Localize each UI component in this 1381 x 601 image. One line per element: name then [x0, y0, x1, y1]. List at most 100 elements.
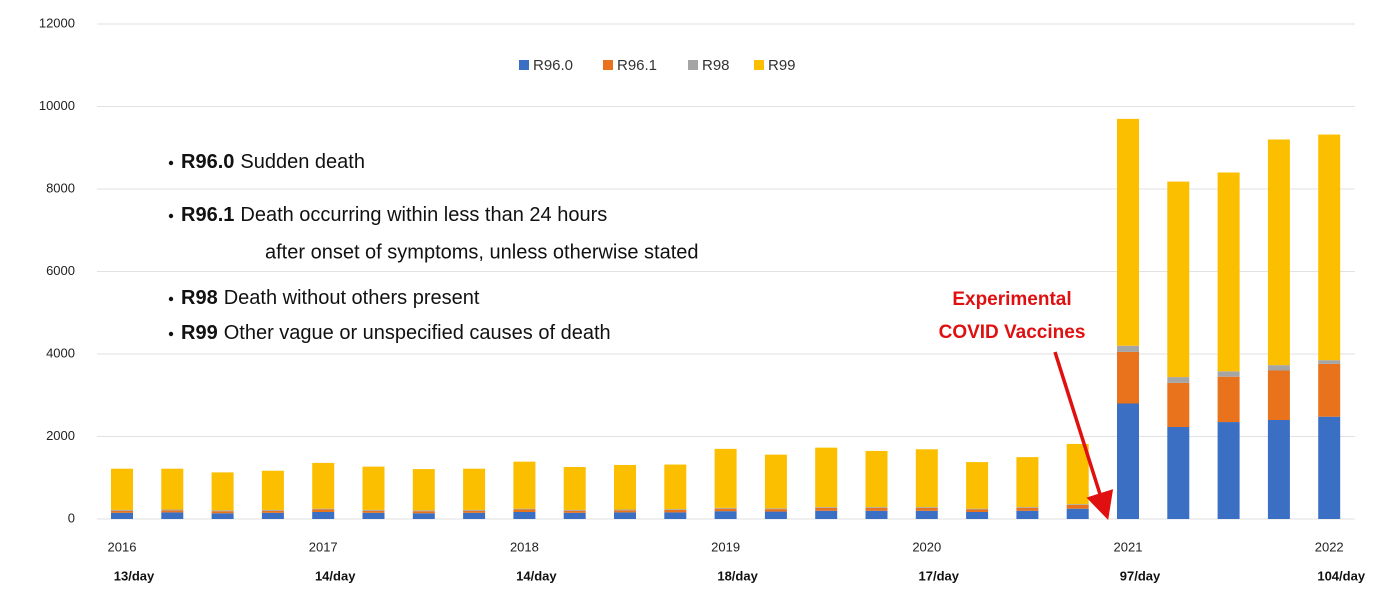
- bar-segment: [1318, 416, 1341, 519]
- bar-segment: [563, 467, 586, 510]
- definition-text: Death occurring within less than 24 hour…: [240, 204, 607, 226]
- bar-segment: [1167, 382, 1190, 428]
- bar-segment: [764, 511, 787, 519]
- bar-segment: [1217, 376, 1240, 423]
- rate-label: 18/day: [717, 568, 758, 583]
- definition: R99 Other vague or unspecified causes of …: [181, 322, 611, 344]
- bar-segment: [1217, 422, 1240, 519]
- labels: 0 2000 4000 6000 8000 10000 12000 2016 13/day 201…: [39, 15, 1366, 583]
- bar-segment: [261, 509, 284, 511]
- bar-segment: [1217, 172, 1240, 372]
- bullet: [168, 213, 174, 219]
- bar-segment: [312, 462, 335, 509]
- definition-code: R96.0: [181, 151, 234, 173]
- y-tick-label: 12000: [39, 15, 75, 30]
- bar-segment: [815, 510, 838, 519]
- rate-label: 13/day: [114, 568, 155, 583]
- bar-segment: [1267, 420, 1290, 519]
- rate-label: 14/day: [315, 568, 356, 583]
- y-tick-label: 2000: [46, 428, 75, 443]
- definition-text: Other vague or unspecified causes of dea…: [224, 322, 611, 344]
- bar-segment: [966, 509, 989, 512]
- bar-segment: [1016, 507, 1039, 508]
- bar-segment: [664, 512, 687, 519]
- x-tick-label: 2018: [510, 539, 539, 554]
- bar-segment: [614, 464, 636, 510]
- definition-code: R98: [181, 287, 218, 309]
- bar-segment: [111, 468, 133, 510]
- legend-label: R96.1: [617, 57, 657, 74]
- bar-segment: [412, 513, 435, 519]
- bar-segment: [1117, 403, 1139, 519]
- bar-segment: [1016, 457, 1039, 508]
- bar-segment: [664, 509, 687, 510]
- rate-label: 104/day: [1317, 568, 1365, 583]
- annotation: Experimental: [952, 289, 1071, 310]
- bar-segment: [1016, 507, 1039, 511]
- bar-segment: [865, 507, 888, 511]
- bar-segment: [463, 509, 486, 511]
- bar-segment: [211, 513, 234, 519]
- bar-segment: [1318, 363, 1341, 417]
- bar-segment: [1267, 370, 1290, 420]
- bar-segment: [865, 507, 888, 508]
- bar-segment: [513, 508, 536, 510]
- bar-segment: [261, 512, 284, 519]
- bar-segment: [664, 464, 687, 510]
- bar-segment: [563, 510, 586, 513]
- bar-segment: [815, 507, 838, 508]
- bar-segment: [1066, 504, 1089, 509]
- definition: R98 Death without others present: [181, 287, 480, 309]
- bar-segment: [915, 507, 938, 508]
- bar-segment: [412, 469, 435, 511]
- bar-segment: [865, 450, 888, 508]
- bar-segment: [412, 510, 435, 512]
- bar-segment: [563, 512, 586, 519]
- bullet: [168, 331, 174, 337]
- bar-segment: [764, 509, 787, 512]
- bar-segment: [261, 470, 284, 510]
- bar-segment: [1066, 443, 1089, 505]
- bar-segment: [1117, 351, 1139, 404]
- bar-segment: [463, 512, 486, 519]
- definition-text: Death without others present: [224, 287, 480, 309]
- y-tick-label: 10000: [39, 98, 75, 113]
- rate-label: 14/day: [516, 568, 557, 583]
- bar-segment: [111, 509, 133, 511]
- bar-segment: [915, 449, 938, 508]
- x-tick-label: 2017: [309, 539, 338, 554]
- bar-segment: [815, 507, 838, 511]
- bar-segment: [161, 509, 184, 511]
- x-tick-label: 2016: [108, 539, 137, 554]
- bar-segment: [312, 508, 335, 510]
- bar-segment: [714, 448, 737, 508]
- x-tick-label: 2022: [1315, 539, 1344, 554]
- y-tick-label: 6000: [46, 263, 75, 278]
- bar-segment: [966, 508, 989, 510]
- bar-segment: [915, 507, 938, 511]
- bar-segment: [161, 510, 184, 513]
- bar-segment: [1117, 118, 1139, 346]
- bar-segment: [764, 508, 787, 510]
- bar-segment: [563, 509, 586, 511]
- bar-segment: [211, 511, 234, 514]
- bar-segment: [362, 509, 385, 511]
- bar-segment: [463, 468, 486, 510]
- bar-segment: [1117, 345, 1139, 352]
- x-tick-label: 2021: [1114, 539, 1143, 554]
- bar-segment: [362, 510, 385, 513]
- bullet: [168, 296, 174, 302]
- bar-segment: [513, 511, 536, 519]
- bar-segment: [1267, 139, 1290, 366]
- bar-segment: [312, 511, 335, 519]
- legend-swatch: [519, 60, 529, 70]
- bar-segment: [815, 447, 838, 508]
- bar-segment: [614, 510, 636, 513]
- rate-label: 17/day: [919, 568, 960, 583]
- rate-label: 97/day: [1120, 568, 1161, 583]
- bar-segment: [1016, 510, 1039, 519]
- bar-segment: [1167, 181, 1190, 378]
- bar-segment: [664, 509, 687, 513]
- definition-text: after onset of symptoms, unless otherwis…: [265, 241, 699, 263]
- annotation: COVID Vaccines: [939, 322, 1086, 343]
